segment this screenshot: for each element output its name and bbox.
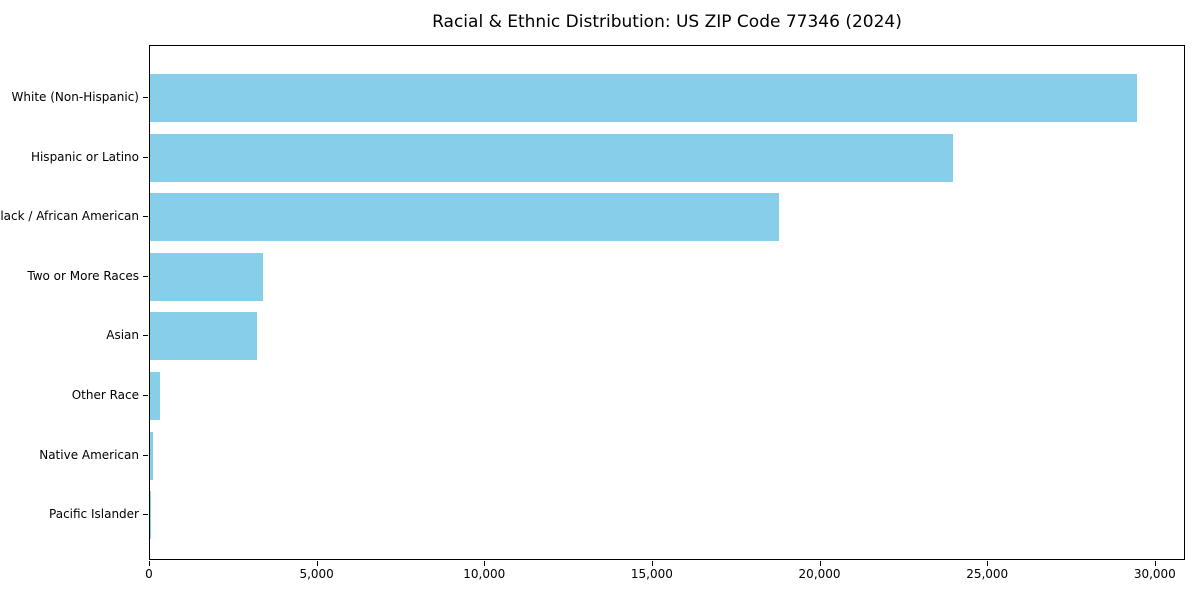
x-axis-tick — [651, 561, 653, 566]
x-axis-tick — [819, 561, 821, 566]
x-axis-tick-label: 25,000 — [966, 567, 1009, 581]
y-axis-tick — [143, 97, 148, 98]
bar-two-or-more-races — [150, 252, 263, 301]
y-axis-label: White (Non-Hispanic) — [11, 90, 139, 104]
x-axis-tick-label: 15,000 — [630, 567, 673, 581]
y-axis-tick — [143, 514, 148, 516]
y-axis-label: Asian — [106, 328, 139, 343]
y-axis-label: Native American — [39, 447, 139, 462]
y-axis-tick — [143, 216, 148, 218]
x-axis-tick — [316, 561, 318, 566]
plot-area — [149, 45, 1185, 560]
x-axis-tick — [149, 561, 150, 566]
bar-asian — [150, 312, 257, 361]
bar-black-african-american — [150, 193, 780, 242]
y-axis-label: Black / African American — [0, 209, 139, 224]
x-axis-tick — [1154, 561, 1156, 566]
y-axis-tick — [143, 156, 148, 158]
y-axis-tick — [143, 335, 148, 337]
bar-pacific-islander — [150, 491, 151, 540]
bar-hispanic-or-latino — [150, 133, 953, 182]
x-axis-tick-label: 5,000 — [299, 567, 334, 581]
x-axis-tick — [484, 561, 486, 566]
x-axis-tick-label: 20,000 — [798, 567, 841, 581]
x-axis-tick-label: 30,000 — [1133, 567, 1176, 581]
bar-other-race — [150, 372, 161, 420]
y-axis-label: Two or More Races — [27, 268, 139, 283]
y-axis-label: Other Race — [71, 388, 139, 402]
bar-white-non-hispanic — [150, 74, 1138, 122]
y-axis-tick — [143, 275, 148, 277]
bar-native-american — [150, 431, 154, 480]
x-axis-tick — [987, 561, 989, 566]
x-axis-tick-label: 0 — [145, 567, 153, 581]
y-axis-tick — [143, 454, 148, 456]
y-axis-label: Hispanic or Latino — [30, 149, 139, 164]
y-axis-tick — [143, 395, 148, 396]
y-axis-label: Pacific Islander — [49, 507, 139, 522]
x-axis-tick-label: 10,000 — [463, 567, 506, 581]
chart-title: Racial & Ethnic Distribution: US ZIP Cod… — [432, 12, 902, 32]
